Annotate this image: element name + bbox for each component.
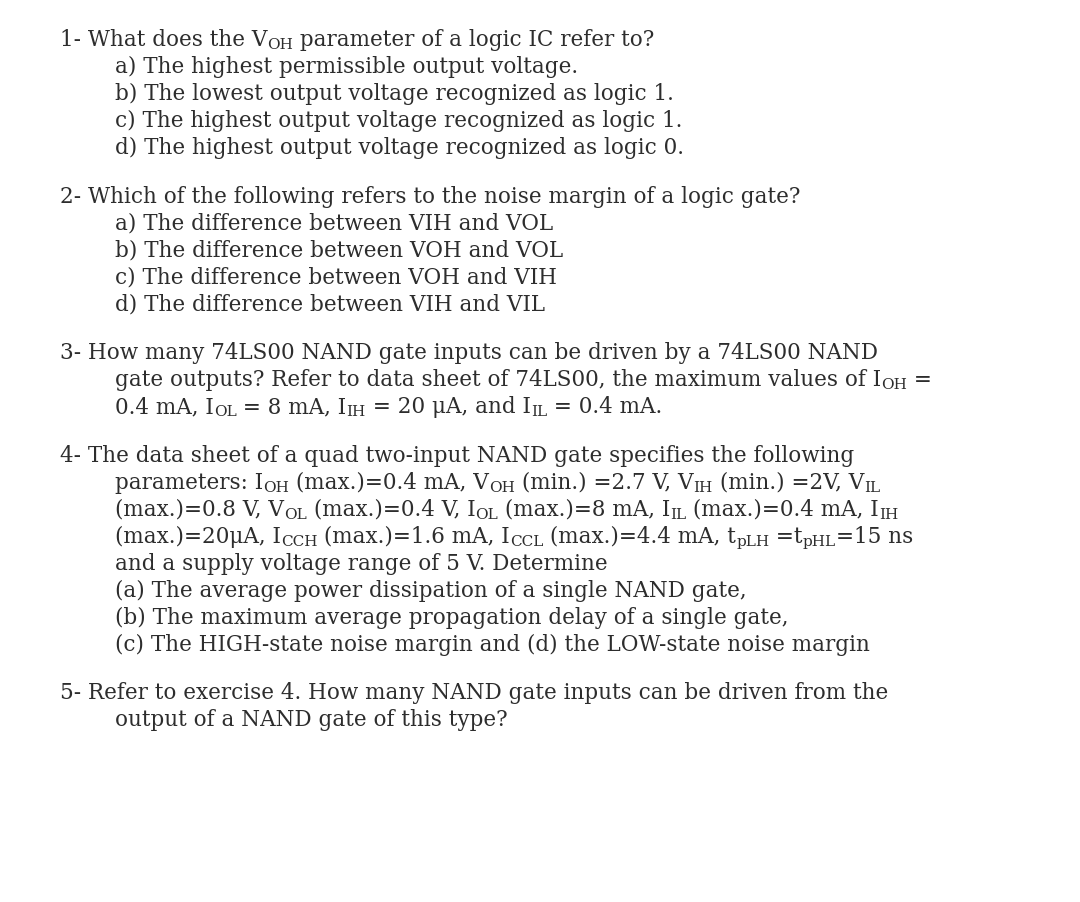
Text: OH: OH bbox=[881, 378, 907, 392]
Text: 2- Which of the following refers to the noise margin of a logic gate?: 2- Which of the following refers to the … bbox=[60, 186, 800, 207]
Text: OH: OH bbox=[264, 481, 289, 495]
Text: OL: OL bbox=[475, 508, 498, 521]
Text: = 0.4 mA.: = 0.4 mA. bbox=[546, 396, 662, 419]
Text: (c) The HIGH-state noise margin and (d) the LOW-state noise margin: (c) The HIGH-state noise margin and (d) … bbox=[114, 634, 869, 656]
Text: IH: IH bbox=[693, 481, 713, 495]
Text: a) The highest permissible output voltage.: a) The highest permissible output voltag… bbox=[114, 56, 578, 78]
Text: (a) The average power dissipation of a single NAND gate,: (a) The average power dissipation of a s… bbox=[114, 580, 746, 602]
Text: IL: IL bbox=[530, 405, 546, 419]
Text: parameter of a logic IC refer to?: parameter of a logic IC refer to? bbox=[294, 29, 654, 51]
Text: a) The difference between VIH and VOL: a) The difference between VIH and VOL bbox=[114, 213, 553, 235]
Text: OL: OL bbox=[284, 508, 307, 521]
Text: (max.)=0.8 V, V: (max.)=0.8 V, V bbox=[114, 499, 284, 520]
Text: OH: OH bbox=[268, 38, 294, 52]
Text: b) The difference between VOH and VOL: b) The difference between VOH and VOL bbox=[114, 240, 563, 262]
Text: IH: IH bbox=[879, 508, 899, 521]
Text: gate outputs? Refer to data sheet of 74LS00, the maximum values of I: gate outputs? Refer to data sheet of 74L… bbox=[114, 369, 881, 391]
Text: and a supply voltage range of 5 V. Determine: and a supply voltage range of 5 V. Deter… bbox=[114, 553, 608, 575]
Text: b) The lowest output voltage recognized as logic 1.: b) The lowest output voltage recognized … bbox=[114, 83, 674, 105]
Text: = 8 mA, I: = 8 mA, I bbox=[237, 396, 347, 419]
Text: 5- Refer to exercise 4. How many NAND gate inputs can be driven from the: 5- Refer to exercise 4. How many NAND ga… bbox=[60, 683, 888, 704]
Text: = 20 μA, and I: = 20 μA, and I bbox=[366, 396, 530, 419]
Text: CCL: CCL bbox=[510, 535, 543, 548]
Text: OH: OH bbox=[489, 481, 515, 495]
Text: (min.) =2.7 V, V: (min.) =2.7 V, V bbox=[515, 472, 693, 493]
Text: pLH: pLH bbox=[737, 535, 769, 548]
Text: (max.)=0.4 mA, V: (max.)=0.4 mA, V bbox=[289, 472, 489, 493]
Text: (max.)=0.4 V, I: (max.)=0.4 V, I bbox=[307, 499, 475, 520]
Text: =t: =t bbox=[769, 526, 802, 548]
Text: d) The highest output voltage recognized as logic 0.: d) The highest output voltage recognized… bbox=[114, 137, 684, 159]
Text: pHL: pHL bbox=[802, 535, 836, 548]
Text: 3- How many 74LS00 NAND gate inputs can be driven by a 74LS00 NAND: 3- How many 74LS00 NAND gate inputs can … bbox=[60, 342, 878, 364]
Text: (max.)=20μA, I: (max.)=20μA, I bbox=[114, 526, 281, 548]
Text: (b) The maximum average propagation delay of a single gate,: (b) The maximum average propagation dela… bbox=[114, 607, 788, 629]
Text: IL: IL bbox=[864, 481, 880, 495]
Text: =: = bbox=[907, 369, 932, 391]
Text: (max.)=4.4 mA, t: (max.)=4.4 mA, t bbox=[543, 526, 737, 548]
Text: 1- What does the V: 1- What does the V bbox=[60, 29, 268, 51]
Text: c) The difference between VOH and VIH: c) The difference between VOH and VIH bbox=[114, 267, 557, 289]
Text: d) The difference between VIH and VIL: d) The difference between VIH and VIL bbox=[114, 293, 545, 316]
Text: (min.) =2V, V: (min.) =2V, V bbox=[713, 472, 864, 493]
Text: OL: OL bbox=[214, 405, 237, 419]
Text: 4- The data sheet of a quad two-input NAND gate specifies the following: 4- The data sheet of a quad two-input NA… bbox=[60, 445, 854, 467]
Text: c) The highest output voltage recognized as logic 1.: c) The highest output voltage recognized… bbox=[114, 110, 683, 132]
Text: parameters: I: parameters: I bbox=[114, 472, 264, 493]
Text: 0.4 mA, I: 0.4 mA, I bbox=[114, 396, 214, 419]
Text: output of a NAND gate of this type?: output of a NAND gate of this type? bbox=[114, 709, 508, 732]
Text: IL: IL bbox=[671, 508, 687, 521]
Text: (max.)=0.4 mA, I: (max.)=0.4 mA, I bbox=[687, 499, 879, 520]
Text: =15 ns: =15 ns bbox=[836, 526, 914, 548]
Text: (max.)=1.6 mA, I: (max.)=1.6 mA, I bbox=[318, 526, 510, 548]
Text: (max.)=8 mA, I: (max.)=8 mA, I bbox=[498, 499, 671, 520]
Text: IH: IH bbox=[347, 405, 366, 419]
Text: CCH: CCH bbox=[281, 535, 318, 548]
